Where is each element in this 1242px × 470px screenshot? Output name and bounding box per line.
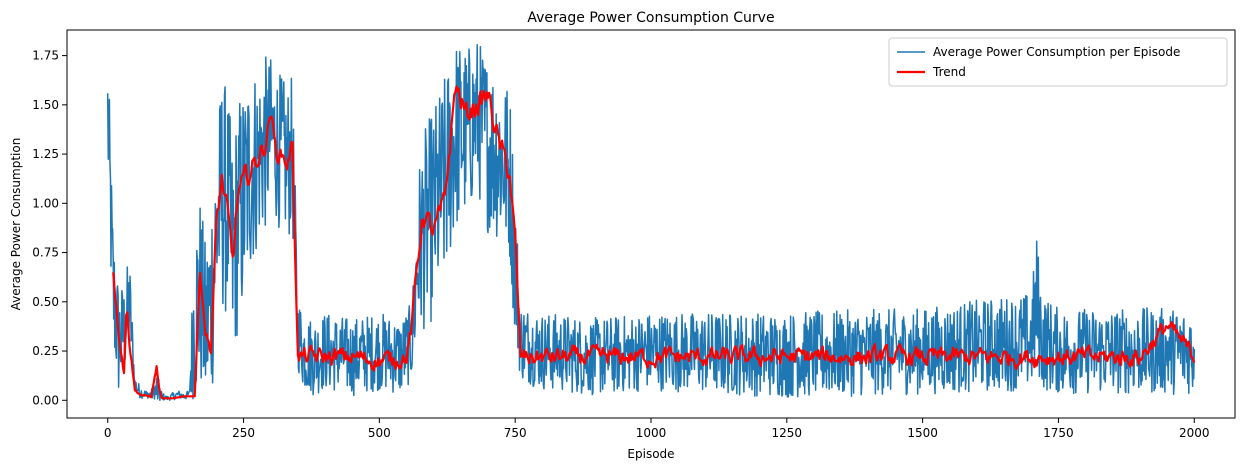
y-tick-label: 1.00 xyxy=(32,196,59,210)
y-tick-label: 1.75 xyxy=(32,49,59,63)
x-tick-label: 750 xyxy=(504,426,527,440)
x-tick-label: 1750 xyxy=(1043,426,1074,440)
x-axis-label: Episode xyxy=(627,447,674,461)
chart-title: Average Power Consumption Curve xyxy=(527,10,774,26)
legend-label-trend: Trend xyxy=(932,65,966,79)
series-line-trend xyxy=(112,85,1196,400)
x-tick-label: 500 xyxy=(368,426,391,440)
y-tick-label: 0.25 xyxy=(32,344,59,358)
y-tick-label: 0.75 xyxy=(32,246,59,260)
y-axis-label: Average Power Consumption xyxy=(9,138,23,311)
x-tick-label: 2000 xyxy=(1179,426,1210,440)
series-line-raw xyxy=(106,43,1196,402)
x-tick-label: 250 xyxy=(232,426,255,440)
legend-box xyxy=(888,37,1228,87)
x-tick-label: 0 xyxy=(104,426,112,440)
series-layer xyxy=(106,43,1196,402)
x-tick-label: 1250 xyxy=(772,426,803,440)
y-axis: 0.00 0.25 0.50 0.75 1.00 1.25 1.50 1.75 xyxy=(32,49,67,407)
y-tick-label: 0.50 xyxy=(32,295,59,309)
y-tick-label: 1.25 xyxy=(32,147,59,161)
legend: Average Power Consumption per Episode Tr… xyxy=(888,37,1228,87)
x-tick-label: 1500 xyxy=(907,426,938,440)
y-tick-label: 1.50 xyxy=(32,98,59,112)
x-axis: 0 250 500 750 1000 1250 1500 1750 2000 xyxy=(104,418,1210,440)
x-tick-label: 1000 xyxy=(636,426,667,440)
y-tick-label: 0.00 xyxy=(32,393,59,407)
legend-label-raw: Average Power Consumption per Episode xyxy=(933,45,1180,59)
